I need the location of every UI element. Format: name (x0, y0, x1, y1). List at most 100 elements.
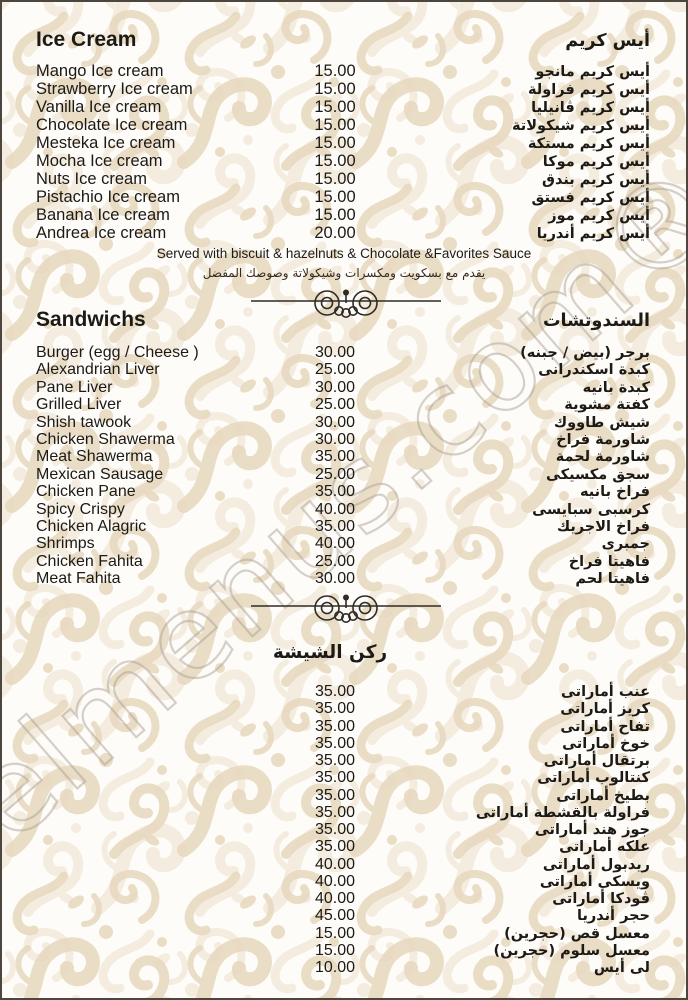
item-price: 35.00 (314, 517, 356, 535)
menu-item-row: Pistachio Ice cream 15.00 أيس كريم فستق (2, 188, 686, 206)
item-name-en: Shish tawook (36, 413, 132, 431)
item-price: 20.00 (314, 224, 356, 242)
item-name-en: Grilled Liver (36, 396, 122, 414)
item-price: 15.00 (314, 116, 356, 134)
menu-item-row: Mango Ice cream 15.00 أيس كريم مانجو (2, 62, 686, 80)
menu-item-row: 15.00 معسل سلوم (حجرين) (2, 942, 686, 959)
item-name-ar: أيس كريم موز (548, 207, 650, 224)
item-name-en: Banana Ice cream (36, 206, 170, 224)
item-name-ar: ريدبول أماراتى (542, 856, 650, 873)
item-price: 40.00 (314, 872, 356, 890)
item-price: 40.00 (314, 890, 356, 907)
menu-item-row: Vanilla Ice cream 15.00 أيس كريم ڤانيليا (2, 98, 686, 116)
menu-item-row: Strawberry Ice cream 15.00 أيس كريم فراو… (2, 80, 686, 98)
menu-item-row: 35.00 تفاح أماراتى (2, 718, 686, 735)
item-price: 35.00 (314, 483, 356, 501)
menu-item-row: Grilled Liver 25.00 كفتة مشوية (2, 396, 686, 413)
item-name-en: Mesteka Ice cream (36, 134, 176, 152)
menu-item-row: Meat Fahita 30.00 فاهيتا لحم (2, 570, 686, 587)
menu-item-row: Nuts Ice cream 15.00 أيس كريم بندق (2, 170, 686, 188)
item-name-ar: لى أيس (593, 960, 650, 976)
item-name-ar: عنب أماراتى (560, 684, 650, 700)
item-name-en: Chicken Alagric (36, 517, 147, 535)
item-name-ar: برتقال أماراتى (543, 753, 650, 769)
section-sandwiches-header: Sandwichs السندوتشات (2, 308, 686, 332)
item-name-ar: ڤودكا أماراتى (552, 891, 650, 907)
item-name-en: Meat Shawerma (36, 448, 153, 466)
item-name-en: Alexandrian Liver (36, 361, 160, 379)
item-price: 40.00 (314, 535, 356, 553)
menu-item-row: Chicken Alagric 35.00 فراخ الاجريك (2, 518, 686, 535)
item-name-ar: كرسبى سبايسى (532, 501, 650, 518)
serving-note-en: Served with biscuit & hazelnuts & Chocol… (156, 246, 532, 261)
item-name-ar: شاورمة فراخ (556, 431, 650, 448)
item-price: 15.00 (314, 924, 356, 942)
item-price: 15.00 (314, 941, 356, 959)
shisha-title-ar: ركن الشيشة (272, 642, 388, 663)
item-name-ar: فراخ بانيه (579, 484, 650, 501)
menu-item-row: 35.00 برتقال أماراتى (2, 752, 686, 769)
item-name-ar: برجر (بيض / جبنه) (520, 345, 650, 361)
item-name-ar: خوخ أماراتى (562, 735, 650, 752)
item-name-ar: أيس كريم موكا (542, 153, 650, 170)
item-price: 35.00 (314, 752, 356, 769)
item-price: 35.00 (314, 717, 356, 735)
item-name-en: Chicken Fahita (36, 552, 143, 570)
item-price: 35.00 (314, 838, 356, 856)
item-name-ar: أيس كريم فراولة (527, 81, 650, 98)
item-name-en: Meat Fahita (36, 570, 121, 588)
sandwiches-list: Burger (egg / Cheese ) 30.00 برجر (بيض /… (2, 344, 686, 587)
menu-item-row: 40.00 ڤودكا أماراتى (2, 890, 686, 907)
item-name-ar: كنتالوب أماراتى (537, 770, 650, 787)
item-name-ar: جوز هند أماراتى (534, 822, 650, 838)
menu-item-row: 40.00 ريدبول أماراتى (2, 856, 686, 873)
menu-item-row: Mexican Sausage 25.00 سجق مكسيكى (2, 466, 686, 483)
menu-item-row: 15.00 معسل قص (حجرين) (2, 925, 686, 942)
item-price: 15.00 (314, 98, 356, 116)
serving-note-ar: يقدم مع بسكويت ومكسرات وشيكولاتة وصوصك ا… (202, 266, 486, 280)
menu-item-row: 35.00 خوخ أماراتى (2, 735, 686, 752)
item-name-ar: فراولة بالقشطة أماراتى (475, 804, 650, 821)
item-name-ar: أيس كريم فستق (531, 189, 650, 206)
item-name-ar: معسل قص (حجرين) (504, 925, 650, 942)
section-ice-cream: Ice Cream أيس كريم Mango Ice cream 15.00… (2, 28, 686, 242)
item-name-ar: فراخ الاجريك (556, 518, 650, 535)
item-name-ar: ويسكى أماراتى (539, 873, 650, 890)
item-name-ar: كريز أماراتى (560, 701, 650, 718)
menu-item-row: Alexandrian Liver 25.00 كبدة اسكندرانى (2, 361, 686, 378)
item-name-ar: تفاح أماراتى (560, 718, 650, 735)
menu-item-row: 45.00 حجر أندريا (2, 907, 686, 924)
menu-item-row: Mesteka Ice cream 15.00 أيس كريم مستكة (2, 134, 686, 152)
item-name-ar: شيش طاووك (553, 414, 650, 431)
menu-item-row: 35.00 عنب أماراتى (2, 683, 686, 700)
item-name-ar: أيس كريم أندريا (536, 225, 650, 242)
item-name-en: Chocolate Ice cream (36, 116, 188, 134)
item-name-en: Spicy Crispy (36, 500, 125, 518)
menu-item-row: Shish tawook 30.00 شيش طاووك (2, 414, 686, 431)
menu-item-row: Chicken Shawerma 30.00 شاورمة فراخ (2, 431, 686, 448)
item-name-en: Pistachio Ice cream (36, 188, 180, 206)
menu-item-row: 35.00 بطيخ أماراتى (2, 787, 686, 804)
item-name-en: Chicken Pane (36, 483, 136, 501)
menu-item-row: Shrimps 40.00 جمبرى (2, 535, 686, 552)
item-price: 15.00 (314, 170, 356, 188)
menu-item-row: Chicken Fahita 25.00 فاهيتا فراخ (2, 553, 686, 570)
item-name-ar: فاهيتا لحم (575, 571, 650, 588)
item-name-ar: أيس كريم شيكولاتة (511, 117, 650, 134)
item-name-en: Strawberry Ice cream (36, 80, 193, 98)
item-price: 35.00 (314, 448, 356, 466)
item-name-en: Andrea Ice cream (36, 224, 167, 242)
item-name-ar: فاهيتا فراخ (568, 553, 650, 570)
section-shisha: 35.00 عنب أماراتى 35.00 كريز أماراتى 35.… (2, 683, 686, 976)
item-name-en: Burger (egg / Cheese ) (36, 344, 199, 361)
item-name-en: Chicken Shawerma (36, 430, 175, 448)
swirl-divider-icon (251, 594, 441, 623)
item-name-ar: أيس كريم مستكة (527, 135, 650, 152)
item-name-ar: أيس كريم مانجو (535, 63, 650, 80)
item-name-ar: سجق مكسيكى (545, 466, 650, 483)
item-name-ar: شاورمة لحمة (555, 449, 650, 466)
shisha-list: 35.00 عنب أماراتى 35.00 كريز أماراتى 35.… (2, 683, 686, 976)
item-price: 15.00 (314, 152, 356, 170)
item-price: 35.00 (314, 769, 356, 787)
